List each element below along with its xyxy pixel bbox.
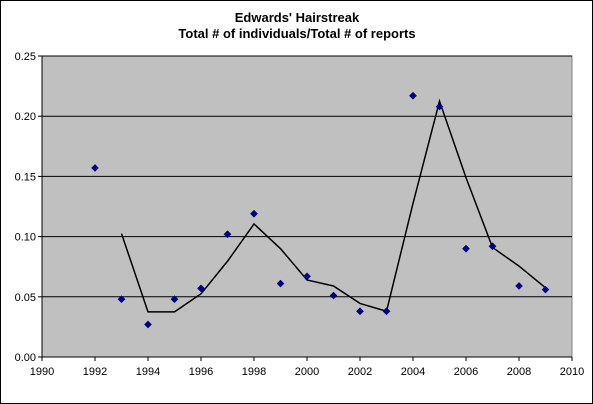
x-tick-label-0: 1990 [30, 366, 54, 378]
chart-title-line-1: Edwards' Hairstreak [235, 10, 360, 25]
y-tick-label-1: 0.05 [15, 292, 36, 304]
data-point-1995 [170, 295, 179, 304]
axes [38, 55, 573, 361]
grid-lines [42, 55, 572, 298]
x-tick-label-4: 1998 [242, 366, 266, 378]
data-point-2007 [488, 242, 497, 251]
x-tick-label-2: 1994 [136, 366, 160, 378]
data-point-2002 [356, 307, 364, 316]
data-point-1993 [117, 295, 126, 304]
x-tick-label-1: 1992 [83, 366, 107, 378]
trend-line [120, 98, 546, 313]
data-points-series [91, 91, 550, 329]
x-tick-labels: 1990 1992 1994 1996 1998 2000 2002 2004 2006 2008… [30, 366, 584, 378]
y-tick-label-0: 0.00 [15, 352, 36, 364]
data-point-2003 [382, 307, 391, 316]
data-point-2005 [435, 102, 444, 111]
data-point-1997 [223, 230, 232, 239]
data-point-2008 [515, 282, 523, 290]
x-tick-label-8: 2006 [454, 366, 478, 378]
data-point-2009 [541, 285, 550, 294]
y-tick-labels: 0.00 0.05 0.10 0.15 0.20 0.25 [15, 51, 36, 364]
x-tick-label-7: 2004 [401, 366, 425, 378]
data-point-1998 [250, 209, 258, 218]
x-tick-label-3: 1996 [189, 366, 213, 378]
x-tick-label-9: 2008 [507, 366, 531, 378]
chart-title: Edwards' Hairstreak Total # of individua… [178, 10, 415, 41]
y-tick-label-3: 0.15 [15, 171, 36, 183]
data-point-2004 [409, 91, 417, 100]
x-tick-label-10: 2010 [560, 366, 584, 378]
y-tick-label-4: 0.20 [15, 111, 36, 123]
data-point-1999 [276, 279, 285, 288]
x-tick-label-5: 2000 [295, 366, 319, 378]
data-point-1992 [91, 164, 99, 172]
trend-line-series [120, 98, 546, 313]
data-point-1994 [144, 320, 152, 329]
y-tick-label-2: 0.10 [15, 232, 36, 244]
chart-title-line-2: Total # of individuals/Total # of report… [178, 26, 415, 41]
y-tick-label-5: 0.25 [15, 51, 36, 63]
data-point-2001 [329, 291, 338, 300]
x-tick-label-6: 2002 [348, 366, 372, 378]
plot-area [41, 55, 573, 358]
data-point-2006 [462, 244, 470, 253]
data-point-2000 [303, 272, 311, 281]
data-point-1996 [197, 284, 205, 293]
